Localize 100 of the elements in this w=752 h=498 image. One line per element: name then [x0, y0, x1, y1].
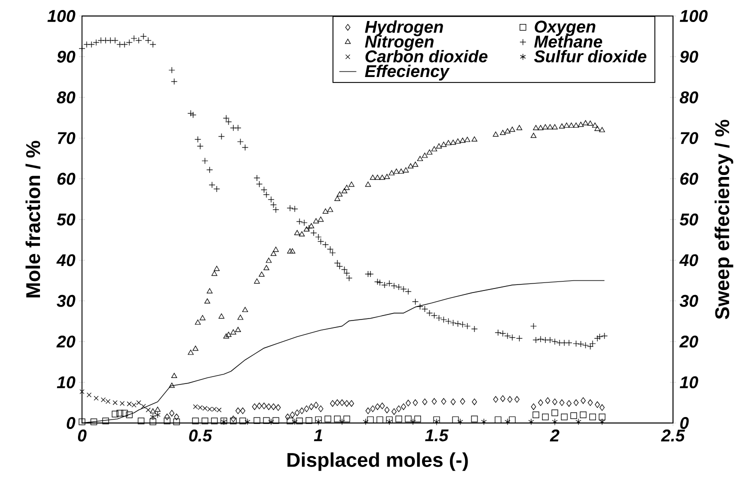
y2-axis-title: Sweep effeciency / % [714, 120, 734, 320]
point [299, 407, 304, 414]
point [239, 418, 246, 424]
x-tick-label: 2.5 [660, 430, 685, 442]
x-tick-label: 1.5 [425, 430, 449, 442]
point [141, 404, 146, 409]
point [441, 398, 446, 405]
point [235, 407, 241, 414]
point [112, 410, 118, 418]
point [150, 414, 156, 420]
point [504, 418, 510, 426]
point [580, 397, 586, 404]
point [528, 418, 534, 426]
point [112, 400, 118, 406]
y-tick-label: 30 [56, 294, 76, 307]
y-tick-label: 40 [56, 254, 76, 266]
point [574, 399, 579, 406]
point [276, 404, 281, 411]
point [560, 414, 568, 420]
point [532, 412, 540, 418]
point [472, 398, 477, 406]
point [308, 403, 314, 410]
point [343, 416, 350, 422]
y2-tick-label: 50 [680, 214, 698, 226]
point [396, 405, 402, 412]
point [374, 403, 380, 410]
point [480, 418, 487, 426]
y2-tick-label: 70 [680, 132, 698, 144]
point [90, 418, 98, 426]
point [594, 401, 600, 408]
x-tick-label: 0.5 [189, 430, 212, 442]
point [116, 410, 124, 417]
point [508, 416, 516, 424]
point [230, 418, 237, 424]
point [344, 400, 350, 407]
point [330, 400, 336, 407]
point [339, 418, 345, 426]
y2-tick-label: 30 [680, 294, 698, 307]
point [514, 396, 520, 403]
point [392, 408, 397, 415]
point [154, 412, 161, 418]
point [493, 396, 498, 403]
x-tick-label: 0 [78, 430, 87, 442]
y-tick-label: 80 [56, 91, 76, 104]
y2-tick-label: 20 [679, 336, 698, 348]
point [121, 410, 128, 417]
legend-label: Nitrogen [364, 35, 434, 51]
point [576, 418, 582, 426]
point [395, 416, 402, 422]
point [313, 402, 319, 408]
point [316, 418, 322, 426]
y2-tick-label: 60 [680, 172, 698, 185]
point [530, 403, 536, 410]
point [256, 402, 262, 410]
point [450, 398, 456, 406]
y-tick-label: 20 [56, 336, 76, 348]
point [94, 396, 99, 401]
y2-tick-label: 10 [680, 376, 698, 388]
legend-label: Carbon dioxide [365, 50, 488, 62]
point [254, 417, 260, 424]
point [380, 402, 385, 410]
point [365, 407, 371, 414]
x-axis-title: Displaced moles (-) [287, 452, 468, 471]
point [339, 399, 345, 406]
y2-tick-label: 40 [679, 254, 698, 266]
y-tick-label: 90 [57, 50, 76, 63]
point [120, 401, 125, 406]
point [290, 412, 295, 418]
x-tick-label: 1 [314, 430, 322, 442]
point [334, 416, 341, 422]
point [244, 418, 250, 426]
y2-tick-label: 90 [680, 50, 698, 63]
y2-tick-label: 80 [680, 91, 698, 104]
point [306, 417, 312, 424]
legend-label: Effeciency [364, 64, 450, 80]
x-tick-label: 2 [550, 430, 560, 442]
point [422, 398, 428, 406]
point [80, 389, 84, 394]
point [471, 416, 478, 422]
point [270, 403, 276, 410]
point [252, 403, 258, 410]
point [552, 410, 558, 416]
point [434, 418, 440, 426]
y-tick-label: 100 [47, 10, 76, 22]
y-tick-label: 10 [56, 376, 76, 388]
point [552, 418, 558, 426]
y-tick-label: 60 [57, 172, 76, 185]
y-tick-label: 50 [56, 214, 76, 226]
point [324, 416, 332, 422]
point [202, 418, 208, 424]
legend-label: Hydrogen [364, 20, 443, 36]
point [457, 418, 464, 426]
point [570, 412, 578, 419]
point [211, 418, 218, 424]
point [261, 402, 267, 410]
point [384, 406, 390, 414]
point [589, 414, 596, 420]
point [500, 395, 506, 402]
y-tick-label: 70 [58, 132, 76, 144]
point [600, 404, 605, 411]
